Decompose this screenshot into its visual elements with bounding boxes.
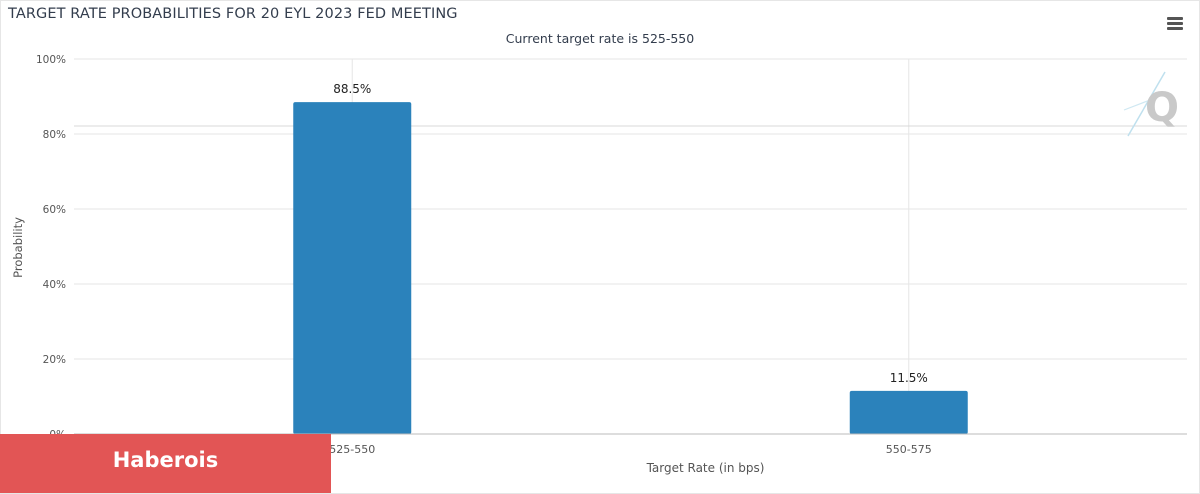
quikstrike-q-logo-icon: Q (1123, 71, 1179, 137)
svg-text:Q: Q (1145, 85, 1179, 131)
data-label: 11.5% (890, 371, 928, 385)
x-tick-label: 525-550 (329, 443, 375, 456)
x-axis-title: Target Rate (in bps) (646, 461, 765, 475)
y-tick-label: 80% (43, 129, 66, 141)
y-tick-label: 100% (36, 54, 66, 66)
y-tick-label: 40% (43, 279, 66, 291)
y-tick-label: 60% (43, 204, 66, 216)
chart-subtitle: Current target rate is 525-550 (505, 31, 695, 46)
x-tick-label: 550-575 (886, 443, 932, 456)
watermark-text: Haberois (112, 448, 219, 472)
y-tick-label: 20% (43, 354, 66, 366)
hamburger-menu-icon[interactable] (1165, 14, 1187, 34)
watermark-banner: Haberois (0, 434, 331, 493)
bar-525-550 (293, 102, 412, 434)
chart-title: TARGET RATE PROBABILITIES FOR 20 EYL 202… (8, 6, 458, 22)
bar-550-575 (849, 390, 968, 434)
y-axis-title: Probability (11, 217, 25, 278)
data-label: 88.5% (333, 82, 371, 96)
